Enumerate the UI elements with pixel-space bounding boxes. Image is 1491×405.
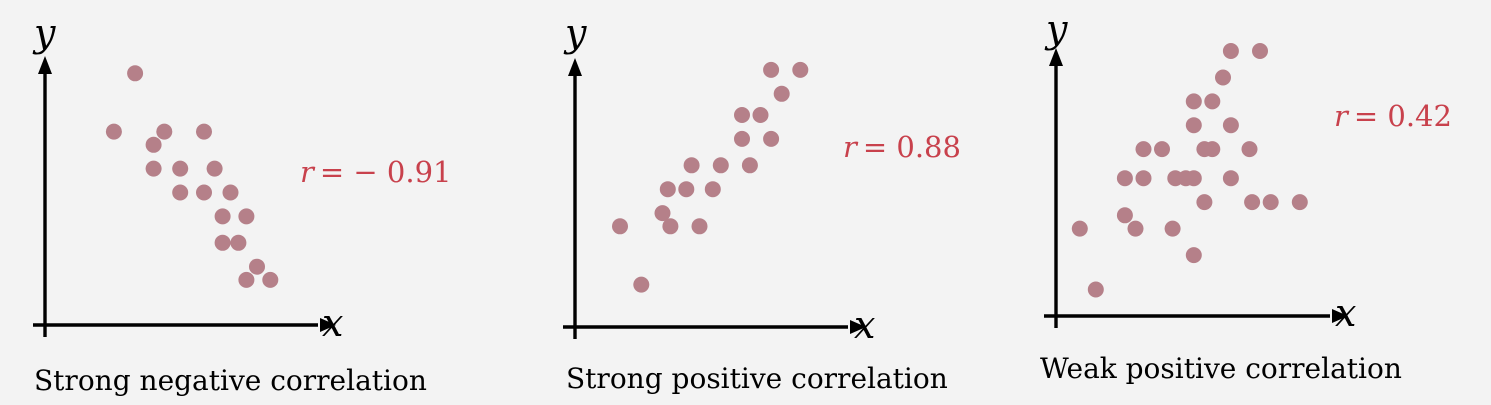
correlation-coefficient-label: r = − 0.91 <box>300 155 451 189</box>
data-point <box>1185 117 1202 134</box>
y-axis-label: y <box>1044 7 1068 51</box>
data-point <box>683 157 700 174</box>
data-point <box>633 276 650 293</box>
data-point <box>704 181 721 198</box>
x-axis-arrowhead <box>850 320 866 334</box>
data-point <box>172 160 189 177</box>
data-point <box>1222 117 1239 134</box>
data-point <box>222 184 239 201</box>
data-point <box>659 181 676 198</box>
data-point <box>105 123 122 140</box>
data-point <box>1241 141 1258 158</box>
data-point <box>238 271 255 288</box>
r-value: = 0.88 <box>863 130 961 164</box>
data-point <box>1135 170 1152 187</box>
data-point <box>1116 207 1133 224</box>
y-axis-arrowhead <box>1049 48 1063 66</box>
x-axis-arrowhead <box>1332 309 1348 323</box>
data-point <box>1116 170 1133 187</box>
r-symbol: r <box>1334 99 1350 133</box>
data-point <box>1135 141 1152 158</box>
data-point <box>206 160 223 177</box>
data-point <box>1204 93 1221 110</box>
data-point <box>1087 281 1104 298</box>
data-point <box>1154 141 1170 158</box>
data-point <box>1196 194 1213 211</box>
data-point <box>1262 194 1279 211</box>
data-point <box>1291 194 1308 211</box>
data-point <box>662 218 679 235</box>
data-point <box>1127 220 1144 237</box>
data-point <box>145 160 162 177</box>
r-symbol: r <box>300 155 316 189</box>
correlation-coefficient-label: r = 0.42 <box>1334 99 1452 133</box>
scatter-panel-1: x y r = − 0.91 Strong negative correlation <box>32 11 451 397</box>
data-point <box>214 208 231 225</box>
data-point <box>654 205 671 222</box>
data-point <box>678 181 695 198</box>
data-point <box>1204 141 1221 158</box>
panel-caption: Strong positive correlation <box>566 362 948 395</box>
data-point <box>156 123 173 140</box>
data-point <box>249 258 265 275</box>
data-point <box>172 184 189 201</box>
data-point <box>763 61 780 78</box>
data-point <box>763 130 780 147</box>
data-point <box>1252 43 1268 59</box>
data-point <box>734 107 750 123</box>
panel-caption: Strong negative correlation <box>34 364 427 397</box>
data-point <box>741 157 758 174</box>
scatter-panel-2: x y r = 0.88 Strong positive correlation <box>563 11 961 395</box>
x-axis-label: x <box>1335 291 1356 335</box>
data-point <box>612 218 628 235</box>
data-point <box>214 234 231 251</box>
y-axis-arrowhead <box>38 56 52 74</box>
data-point <box>238 208 255 225</box>
data-point <box>691 218 708 235</box>
data-point <box>1071 220 1088 237</box>
data-point <box>712 157 729 174</box>
correlation-coefficient-label: r = 0.88 <box>843 130 961 164</box>
data-point <box>1244 194 1261 211</box>
r-value: = 0.42 <box>1354 99 1452 133</box>
data-point <box>127 65 144 82</box>
y-axis-label: y <box>32 11 56 55</box>
data-point <box>792 61 809 78</box>
data-point <box>1185 247 1202 264</box>
r-symbol: r <box>843 130 859 164</box>
x-axis-arrowhead <box>320 318 336 332</box>
y-axis-label: y <box>563 11 587 55</box>
panel-caption: Weak positive correlation <box>1040 352 1402 385</box>
data-point <box>196 184 212 201</box>
data-point <box>196 123 212 140</box>
x-axis-label: x <box>322 301 343 345</box>
data-point <box>1222 170 1239 187</box>
data-point <box>734 130 750 147</box>
data-point <box>1185 93 1202 110</box>
data-point <box>752 107 769 123</box>
data-point <box>1185 170 1202 187</box>
data-point <box>1222 43 1239 59</box>
r-value: = − 0.91 <box>320 155 452 189</box>
data-point <box>145 136 162 153</box>
data-point <box>1215 69 1231 86</box>
y-axis-arrowhead <box>568 58 582 76</box>
data-point <box>262 271 279 288</box>
data-point <box>773 85 790 102</box>
scatter-panel-3: x y r = 0.42 Weak positive correlation <box>1040 7 1452 385</box>
x-axis-label: x <box>854 303 875 347</box>
data-point <box>230 234 247 251</box>
data-point <box>1164 220 1181 237</box>
